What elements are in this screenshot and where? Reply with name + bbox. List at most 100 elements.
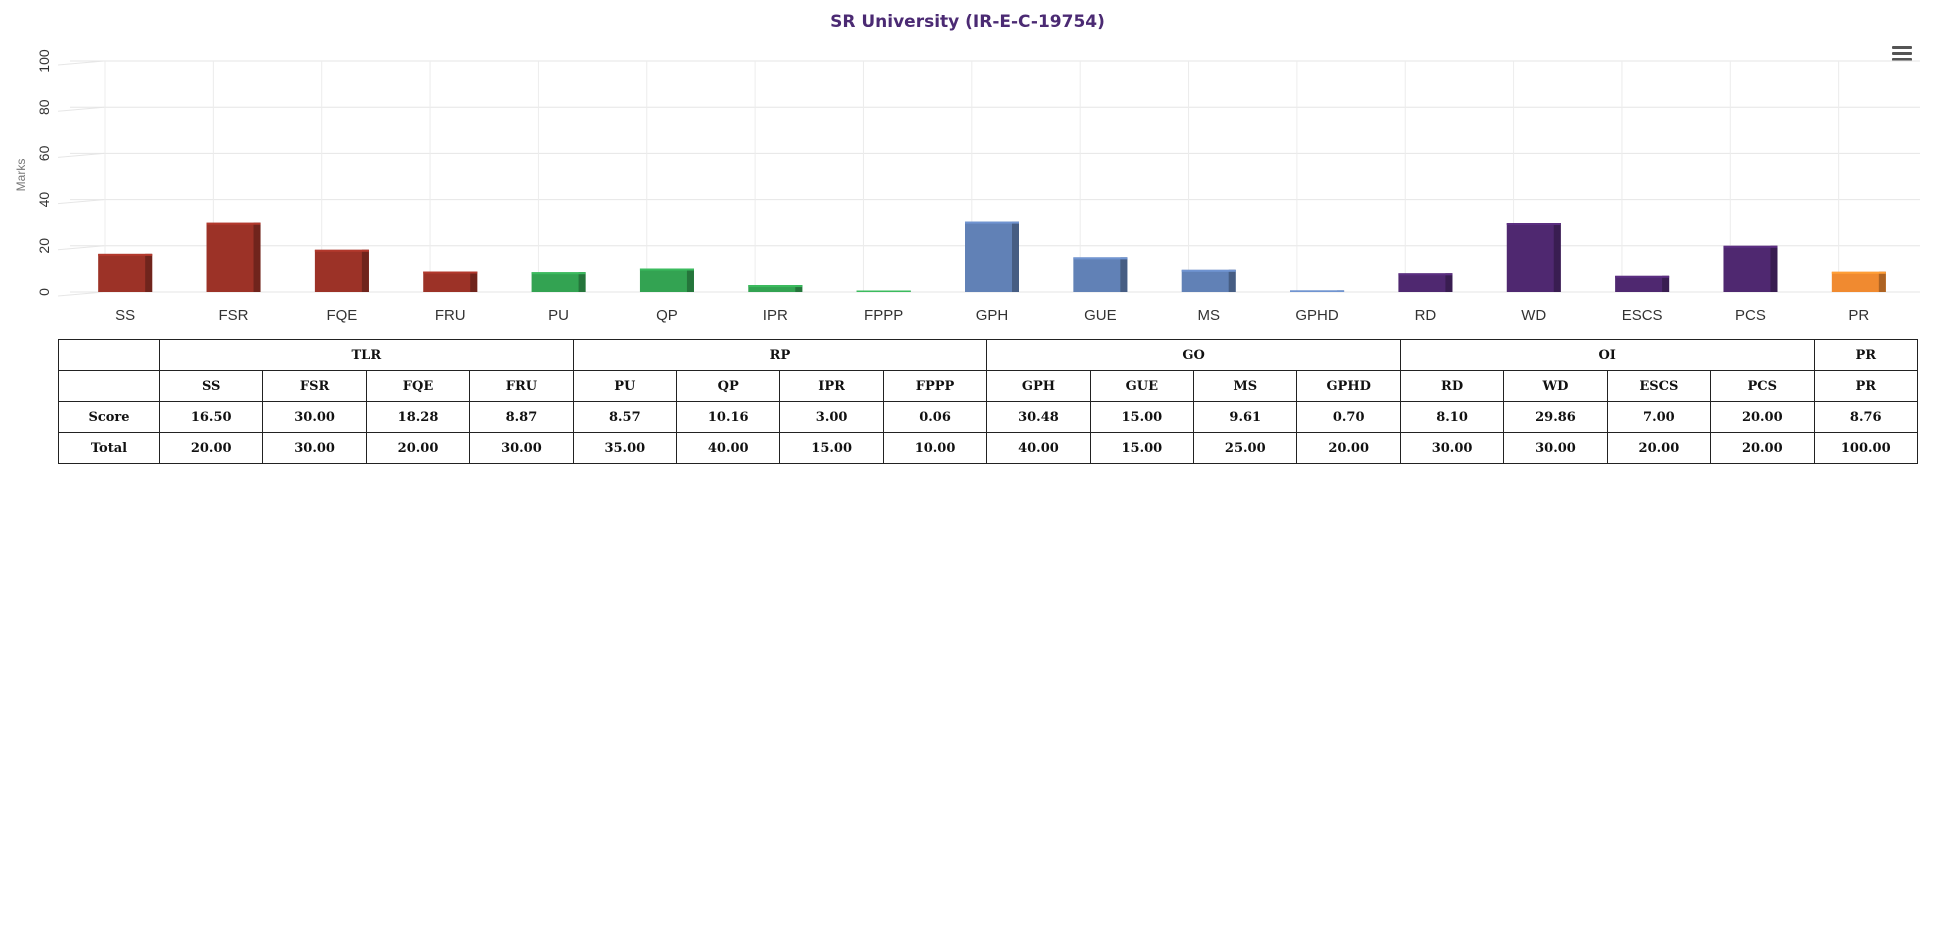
y-tick-label: 40 (36, 192, 52, 208)
bar-gue (1073, 257, 1128, 292)
bar-pu-top (531, 272, 586, 275)
bar-fsr-top (206, 222, 261, 225)
score-row: Score 16.50 30.00 18.28 8.87 8.57 10.16 3.00 0.0… (58, 401, 1918, 433)
group-header-go: GO (986, 339, 1401, 371)
y-tick-label: 60 (36, 145, 52, 161)
total-cell-pr: 100.00 (1813, 432, 1918, 464)
y-gridline-depth (57, 245, 105, 251)
bar-pr-side (1878, 271, 1886, 292)
y-gridline-depth (57, 152, 105, 158)
bar-wd-side (1553, 223, 1561, 292)
column-header-gphd: GPHD (1296, 370, 1401, 402)
total-cell-ipr: 15.00 (779, 432, 884, 464)
bar-ss-top (98, 253, 153, 256)
score-table: TLR RP GO OI PR SS FSR FQE FRU PU QP IPR FPPP GPH GUE… (58, 339, 1918, 464)
corner-cell (58, 339, 160, 371)
y-tick-label: 0 (36, 288, 52, 296)
column-header-escs: ESCS (1606, 370, 1712, 402)
bar-gph (965, 221, 1019, 292)
bar-ms (1181, 269, 1236, 292)
bar-gphd-top (1290, 290, 1345, 292)
bar-pcs-side (1770, 245, 1778, 292)
score-cell-fsr: 30.00 (262, 401, 367, 433)
y-tick-label: 80 (36, 99, 52, 115)
x-tick-label-ss: SS (115, 307, 135, 324)
bar-fru-side (470, 271, 478, 292)
bar-fqe-top (314, 249, 369, 252)
score-cell-gph: 30.48 (986, 401, 1091, 433)
hamburger-menu-icon (1892, 46, 1912, 49)
bar-pcs-top (1723, 245, 1778, 248)
group-header-row: TLR RP GO OI PR (58, 339, 1918, 371)
score-cell-pcs: 20.00 (1710, 401, 1815, 433)
total-cell-fru: 30.00 (469, 432, 574, 464)
total-cell-qp: 40.00 (676, 432, 781, 464)
bar-gph-side (1012, 221, 1019, 292)
score-cell-rd: 8.10 (1399, 401, 1505, 433)
y-tick-label: 100 (36, 49, 52, 73)
group-header-oi: OI (1399, 339, 1815, 371)
column-header-fqe: FQE (365, 370, 471, 402)
bar-pr-top (1831, 271, 1886, 274)
y-gridline-depth (57, 106, 105, 112)
score-cell-ms: 9.61 (1193, 401, 1298, 433)
bar-ipr-side (795, 285, 803, 292)
x-tick-label-fru: FRU (435, 307, 466, 324)
bar-wd-top (1506, 223, 1561, 226)
total-cell-gue: 15.00 (1089, 432, 1195, 464)
group-header-pr: PR (1813, 339, 1918, 371)
bar-gue-side (1120, 257, 1128, 292)
bar-ipr (748, 285, 803, 292)
bar-fru (423, 271, 478, 292)
bar-rd-side (1445, 273, 1453, 292)
score-cell-gue: 15.00 (1089, 401, 1195, 433)
row-label-total: Total (58, 432, 160, 464)
x-tick-label-gue: GUE (1084, 307, 1117, 324)
bar-pu-side (578, 272, 586, 292)
chart-menu-button[interactable] (1892, 46, 1912, 62)
bar-fsr-side (253, 222, 261, 292)
score-cell-pr: 8.76 (1813, 401, 1918, 433)
score-cell-qp: 10.16 (676, 401, 781, 433)
total-cell-gphd: 20.00 (1296, 432, 1401, 464)
column-header-ss: SS (158, 370, 264, 402)
x-tick-label-wd: WD (1521, 307, 1546, 324)
bar-gph-top (965, 221, 1019, 224)
total-cell-fqe: 20.00 (365, 432, 471, 464)
bar-gue-top (1073, 257, 1128, 260)
score-cell-fqe: 18.28 (365, 401, 471, 433)
bar-pr (1831, 271, 1886, 292)
total-cell-fsr: 30.00 (262, 432, 367, 464)
bar-ss-side (145, 253, 153, 292)
total-cell-fppp: 10.00 (882, 432, 988, 464)
column-header-gue: GUE (1089, 370, 1195, 402)
column-header-fppp: FPPP (882, 370, 988, 402)
bar-escs (1615, 275, 1670, 292)
bar-qp-side (686, 268, 694, 292)
total-cell-escs: 20.00 (1606, 432, 1712, 464)
x-tick-label-qp: QP (656, 307, 678, 324)
total-cell-ss: 20.00 (158, 432, 264, 464)
bar-ms-top (1181, 269, 1236, 272)
score-cell-wd: 29.86 (1503, 401, 1608, 433)
x-tick-label-fsr: FSR (219, 307, 249, 324)
score-cell-ipr: 3.00 (779, 401, 884, 433)
column-header-ipr: IPR (779, 370, 884, 402)
bar-rd (1398, 273, 1453, 292)
total-cell-ms: 25.00 (1193, 432, 1298, 464)
score-cell-gphd: 0.70 (1296, 401, 1401, 433)
bar-fru-top (423, 271, 478, 274)
column-header-pr: PR (1813, 370, 1918, 402)
group-header-rp: RP (572, 339, 988, 371)
chart-title: SR University (IR-E-C-19754) (830, 12, 1105, 32)
column-header-rd: RD (1399, 370, 1505, 402)
score-cell-pu: 8.57 (572, 401, 678, 433)
column-header-fsr: FSR (262, 370, 367, 402)
column-header-row: SS FSR FQE FRU PU QP IPR FPPP GPH GUE MS GPHD RD WD ES… (58, 370, 1918, 402)
column-header-pu: PU (572, 370, 678, 402)
bar-wd (1506, 223, 1561, 292)
bar-fqe-side (361, 249, 369, 292)
y-tick-label: 20 (36, 238, 52, 254)
bar-chart: 0 20 40 60 80 100 Marks SS FSR FQE FRU PU QP IPR FPPP G… (14, 49, 1920, 324)
x-tick-label-fppp: FPPP (864, 307, 903, 324)
